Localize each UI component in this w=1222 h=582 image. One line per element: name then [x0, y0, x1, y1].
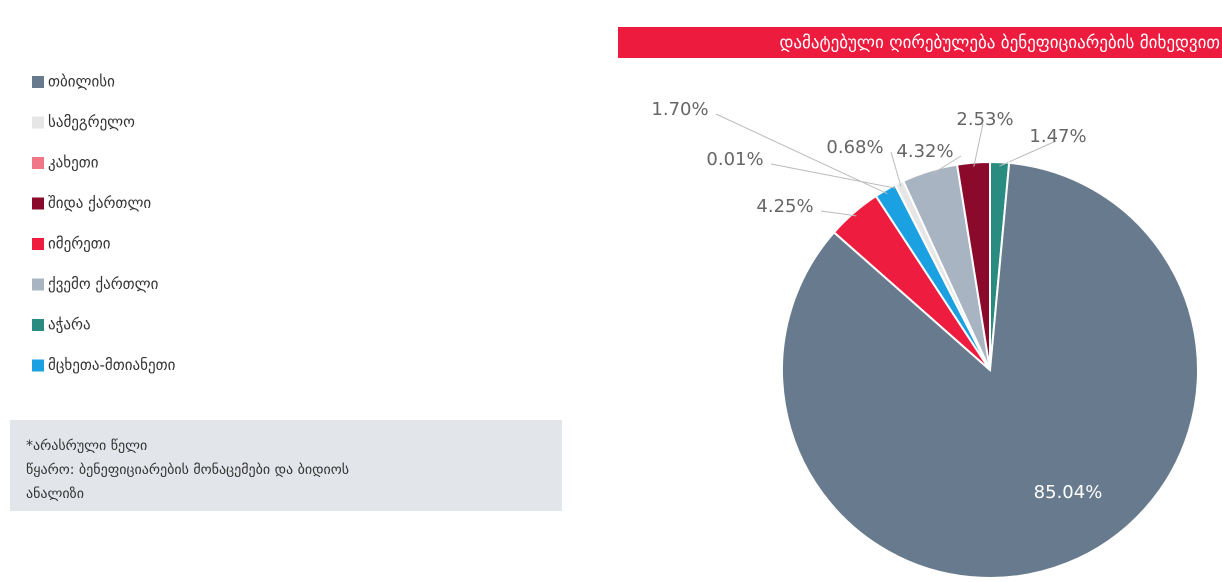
chart-title: დამატებული ღირებულება ბენეფიციარების მიხ…: [779, 33, 1220, 53]
note-box: [10, 420, 562, 511]
leader-line: [715, 113, 888, 195]
legend-swatch: [32, 197, 44, 210]
data-label: 4.25%: [756, 196, 813, 217]
legend-swatch: [32, 359, 44, 372]
legend-label: კახეთი: [48, 154, 99, 172]
leader-line: [930, 155, 962, 176]
pie-slice: [781, 161, 1199, 579]
title-background: [618, 27, 1222, 58]
leader-line: [973, 123, 984, 167]
legend-label: შიდა ქართლი: [48, 194, 151, 212]
legend-swatch: [32, 278, 44, 291]
legend-swatch: [32, 319, 44, 331]
data-label: 2.53%: [956, 109, 1013, 130]
legend-label: იმერეთი: [48, 235, 111, 253]
legend-label: თბილისი: [48, 73, 115, 91]
note: ანალიზი: [26, 486, 84, 502]
data-label: 85.04%: [1034, 482, 1103, 503]
leader-line: [890, 151, 902, 187]
data-label: 4.32%: [896, 141, 953, 162]
legend-label: აჭარა: [48, 316, 91, 334]
data-label: 0.01%: [706, 149, 763, 170]
legend-swatch: [32, 238, 44, 250]
legend-swatch: [32, 76, 44, 88]
pie-slice: [955, 160, 991, 371]
data-label: 1.70%: [651, 99, 708, 120]
legend-swatch: [32, 157, 44, 169]
data-label: 0.68%: [826, 137, 883, 158]
legend-label: მცხეთა-მთიანეთი: [48, 356, 176, 374]
legend-label: სამეგრელო: [48, 113, 135, 131]
data-label: 1.47%: [1029, 126, 1086, 147]
note: წყარო: ბენეფიციარების მონაცემები და ბიდი…: [26, 461, 349, 478]
legend-swatch: [32, 116, 44, 129]
note: *არასრული წელი: [26, 437, 147, 454]
legend-label: ქვემო ქართლი: [48, 275, 159, 293]
leader-line: [770, 163, 898, 189]
leader-line: [820, 210, 857, 217]
